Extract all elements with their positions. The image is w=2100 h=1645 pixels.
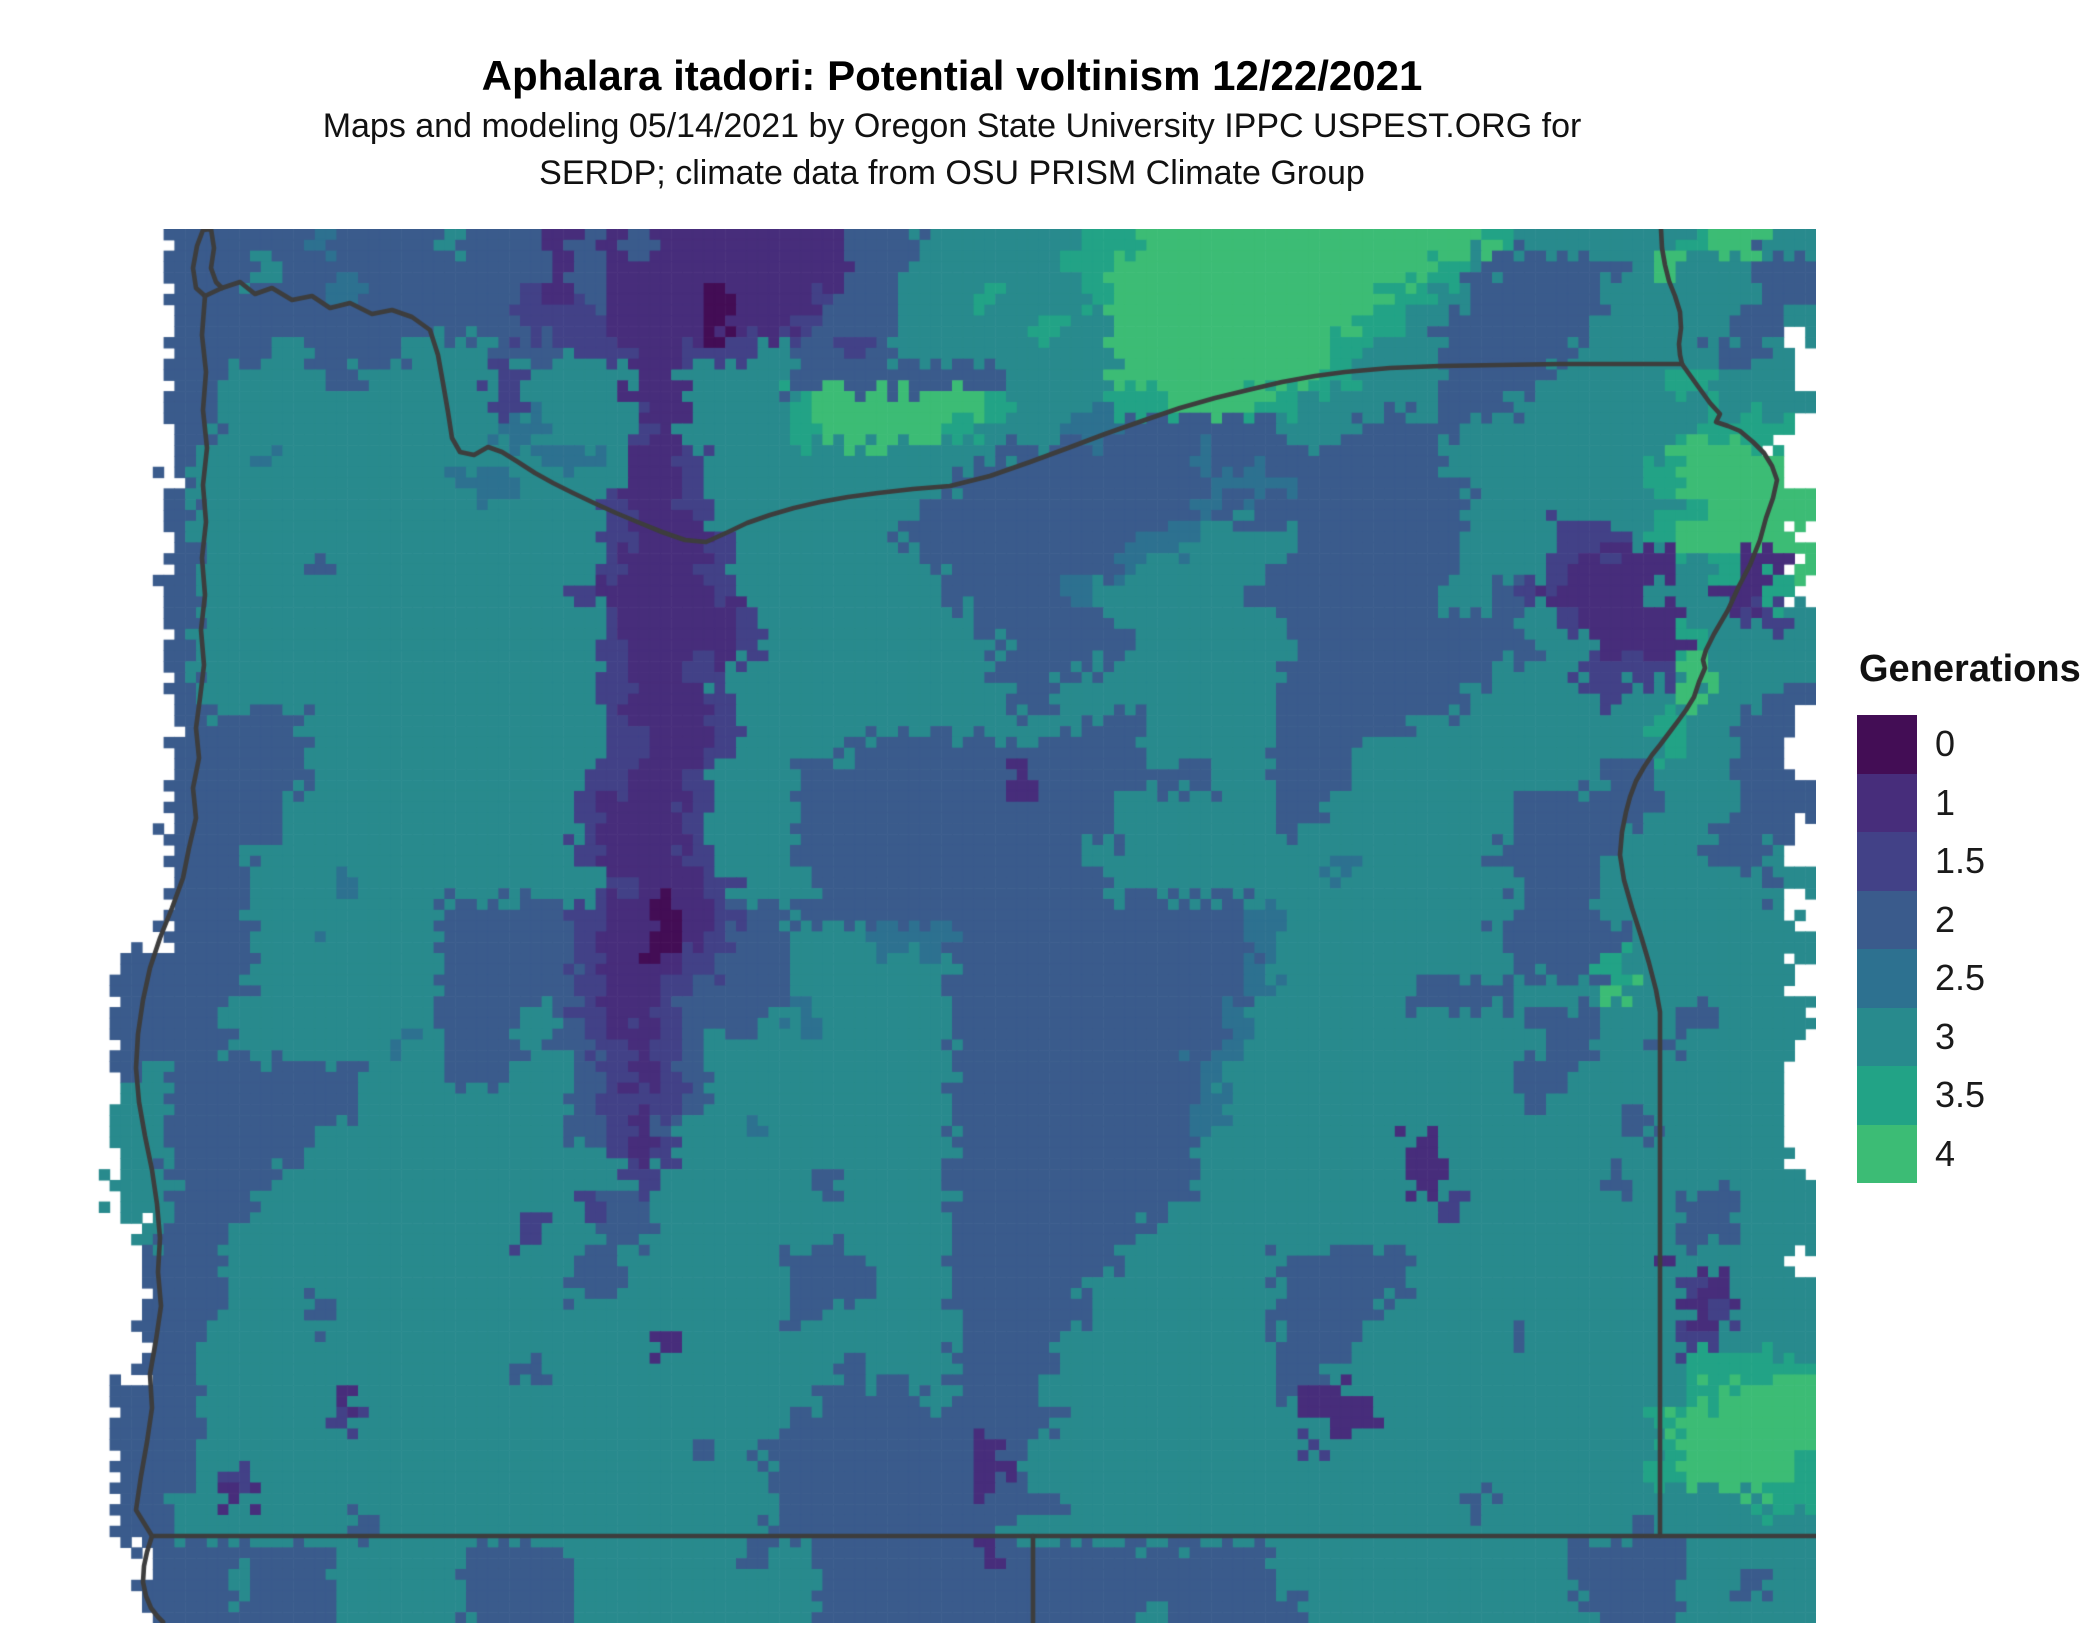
legend-swatch xyxy=(1857,773,1917,832)
legend-entry: 0 xyxy=(1857,715,2097,774)
legend-swatch xyxy=(1857,1066,1917,1125)
legend-label: 3 xyxy=(1935,1015,1956,1057)
legend-entry: 1 xyxy=(1857,773,2097,832)
voltinism-raster-map xyxy=(88,229,1816,1623)
legend-title: Generations xyxy=(1859,648,2081,690)
page-subtitle: Maps and modeling 05/14/2021 by Oregon S… xyxy=(88,103,1816,197)
legend-label: 2.5 xyxy=(1935,957,1986,999)
legend-entry: 3.5 xyxy=(1857,1066,2097,1125)
legend-label: 1.5 xyxy=(1935,840,1986,882)
legend-swatch xyxy=(1857,715,1917,774)
legend-swatch xyxy=(1857,949,1917,1008)
legend-label: 1 xyxy=(1935,781,1956,823)
legend-entries: 0 1 1.5 2 2.5 3 3.5 4 xyxy=(1857,715,2097,1183)
subtitle-line-1: Maps and modeling 05/14/2021 by Oregon S… xyxy=(322,107,1582,145)
legend-swatch xyxy=(1857,832,1917,891)
page-title: Aphalara itadori: Potential voltinism 12… xyxy=(481,52,1423,99)
legend-entry: 2 xyxy=(1857,890,2097,949)
legend-label: 2 xyxy=(1935,898,1956,940)
legend-entry: 4 xyxy=(1857,1124,2097,1183)
legend-swatch xyxy=(1857,1124,1917,1183)
legend-label: 0 xyxy=(1935,723,1956,765)
legend-swatch xyxy=(1857,1007,1917,1066)
subtitle-line-2: SERDP; climate data from OSU PRISM Clima… xyxy=(539,154,1365,192)
legend-entry: 1.5 xyxy=(1857,832,2097,891)
legend-swatch xyxy=(1857,890,1917,949)
legend-label: 3.5 xyxy=(1935,1074,1986,1116)
legend: Generations 0 1 1.5 2 2.5 3 3.5 4 xyxy=(1857,648,2097,1183)
legend-label: 4 xyxy=(1935,1132,1956,1174)
legend-entry: 2.5 xyxy=(1857,949,2097,1008)
legend-entry: 3 xyxy=(1857,1007,2097,1066)
